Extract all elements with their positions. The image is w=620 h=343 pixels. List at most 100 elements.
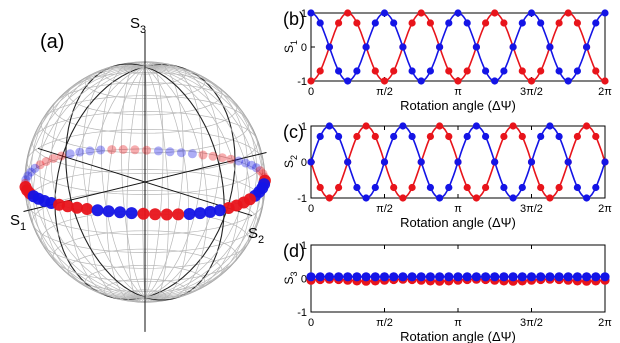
data-point-blue [407, 272, 417, 282]
sphere-data-point [96, 145, 106, 155]
data-point-blue [537, 132, 545, 141]
data-point-blue [389, 272, 399, 282]
data-point-red [482, 19, 490, 27]
data-point-red [592, 132, 600, 141]
sphere-data-point [65, 149, 75, 159]
data-point-blue [509, 194, 517, 202]
sphere-data-point [187, 149, 197, 159]
x-tick-label: 3π/2 [520, 86, 543, 98]
data-point-blue [417, 158, 425, 166]
x-tick-label: 0 [308, 203, 314, 215]
data-point-blue [316, 19, 324, 27]
sphere-data-point [41, 157, 51, 166]
sphere-data-point [56, 151, 66, 161]
data-point-blue [408, 132, 416, 141]
data-point-red [353, 132, 361, 141]
data-point-blue [379, 272, 390, 282]
data-point-red [454, 77, 462, 85]
data-point-blue [425, 272, 435, 282]
data-point-blue [307, 9, 315, 17]
data-point-blue [572, 272, 583, 282]
data-point-red [426, 132, 434, 141]
sphere-data-point [198, 150, 208, 160]
s2-axis-label: S2 [248, 225, 264, 246]
data-point-blue [471, 272, 481, 282]
sphere-data-point [91, 204, 104, 217]
panel-label: (c) [283, 122, 304, 142]
s2-axis-label-sub: 2 [258, 234, 264, 246]
sphere-data-point [234, 156, 244, 166]
s3-axis-label: S3 [130, 15, 146, 36]
data-point-blue [564, 77, 572, 85]
data-point-red [518, 67, 526, 75]
data-point-red [463, 183, 471, 192]
data-point-blue [591, 272, 601, 282]
data-point-blue [600, 272, 610, 282]
data-point-blue [436, 43, 444, 51]
x-axis-label: Rotation angle (ΔΨ) [400, 329, 516, 343]
data-point-blue [371, 19, 379, 27]
sphere-data-point [23, 171, 33, 181]
data-point-blue [426, 183, 434, 192]
y-tick-label: -1 [297, 193, 307, 205]
y-tick-label: 1 [301, 121, 307, 133]
data-point-blue [582, 272, 592, 282]
sphere-data-point [125, 207, 138, 220]
panel-a-label: (a) [40, 31, 64, 53]
data-point-blue [546, 43, 554, 51]
x-axis-label: Rotation angle (ΔΨ) [400, 215, 516, 230]
data-point-blue [518, 183, 526, 192]
y-axis-label: S2 [282, 155, 299, 168]
sphere-data-point [160, 208, 173, 221]
sphere-data-point [75, 147, 85, 157]
data-point-blue [481, 272, 491, 282]
data-point-blue [307, 158, 315, 166]
data-point-blue [454, 9, 462, 17]
data-point-blue [583, 43, 591, 51]
data-point-blue [445, 19, 453, 27]
sphere-data-point [217, 153, 227, 163]
sphere-data-point [251, 163, 261, 173]
data-point-red [399, 194, 407, 202]
data-point-red [371, 67, 379, 75]
data-point-blue [500, 183, 508, 192]
data-point-red [335, 19, 343, 27]
y-axis-label: S1 [282, 40, 299, 53]
data-point-blue [491, 158, 499, 166]
data-point-blue [335, 132, 343, 141]
data-point-blue [436, 194, 444, 202]
data-point-blue [563, 272, 573, 282]
panel-label: (b) [283, 9, 305, 29]
data-point-red [353, 19, 361, 27]
y-axis-label-sub: 2 [289, 155, 299, 160]
sphere-data-point [35, 160, 45, 170]
sphere-data-point [118, 145, 128, 154]
data-point-red [537, 67, 545, 75]
data-point-red [482, 183, 490, 192]
data-point-blue [316, 132, 324, 141]
data-point-blue [344, 77, 352, 85]
data-point-red [390, 67, 398, 75]
data-point-blue [315, 272, 325, 282]
y-tick-label: -1 [297, 76, 307, 88]
data-point-blue [444, 272, 454, 282]
data-point-blue [362, 194, 370, 202]
sphere-data-point [30, 163, 40, 173]
data-point-red [491, 9, 499, 17]
data-point-blue [353, 67, 361, 75]
sphere-data-point [137, 207, 150, 220]
sphere-data-point [213, 204, 226, 217]
sphere-data-point [102, 205, 115, 218]
y-axis-label-main: S [282, 276, 296, 284]
data-point-red [335, 183, 343, 192]
data-point-blue [335, 67, 343, 75]
data-point-blue [472, 43, 480, 51]
x-tick-label: 2π [598, 317, 612, 329]
data-point-red [436, 122, 444, 130]
sphere-data-point [204, 205, 217, 218]
data-point-blue [390, 19, 398, 27]
data-point-blue [408, 67, 416, 75]
data-point-blue [592, 183, 600, 192]
